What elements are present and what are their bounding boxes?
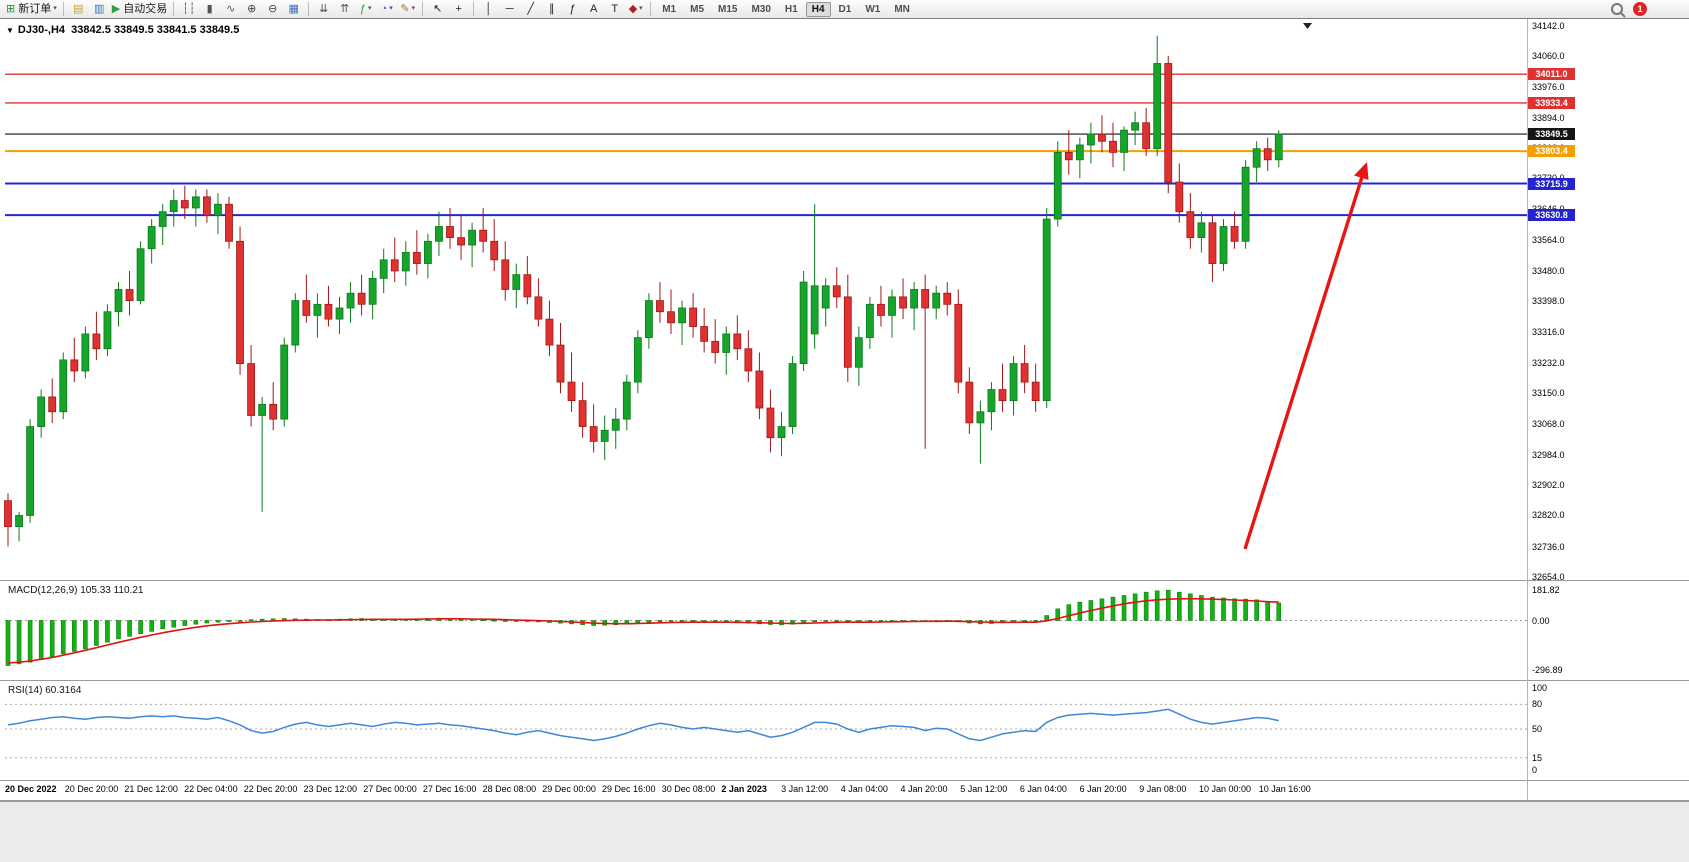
toolbar: ⊞ 新订单 ▾ ▤ ▥ ▶ 自动交易 ┆┆ ▮ ∿ ⊕ ⊖ ▦ ⇊ ⇈ ƒ ▾ ◔ ▾ ✎ ▾ ↖ + │ ─ ╱ ∥ ƒ A T ◆ ▾ M… [0,0,1689,19]
zoom-in-icon[interactable]: ⊕ [247,3,257,15]
fibonacci-icon[interactable]: ƒ [569,3,576,15]
timeframe-m1-button[interactable]: M1 [662,3,677,15]
toolbar-separator [62,2,64,16]
notification-badge[interactable]: 1 [1633,2,1647,16]
toolbar-separator [422,2,424,16]
macd-signal-line [7,597,1279,664]
macd-layer [5,589,1282,666]
zoom-out-icon[interactable]: ⊖ [268,3,278,15]
timeframe-m15-button[interactable]: M15 [718,3,738,15]
timeframe-buttons: M1 M5 M15 M30 H1 H4 D1 W1 MN [655,0,917,18]
autotrade-icon[interactable]: ▶ 自动交易 [111,3,168,15]
timeframe-w1-button[interactable]: W1 [865,3,881,15]
level-lines [5,73,1527,217]
arrange-ascending-icon[interactable]: ⇊ [319,3,329,15]
vertical-line-icon[interactable]: │ [485,3,493,15]
timeframe-m30-button[interactable]: M30 [751,3,771,15]
timeframe-h1-button[interactable]: H1 [784,3,798,15]
trendline-icon[interactable]: ╱ [527,3,535,15]
toolbar-right: 1 [1611,2,1647,16]
crosshair-icon[interactable]: + [455,3,462,15]
line-chart-icon[interactable]: ∿ [226,3,236,15]
tile-windows-icon[interactable]: ▦ [288,3,299,15]
cursor-icon[interactable]: ↖ [433,3,443,15]
toolbar-icons: ⊞ 新订单 ▾ ▤ ▥ ▶ 自动交易 ┆┆ ▮ ∿ ⊕ ⊖ ▦ ⇊ ⇈ ƒ ▾ ◔ ▾ ✎ ▾ ↖ + │ ─ ╱ ∥ ƒ A T ◆ ▾ [4,0,655,18]
candles-layer [4,35,1283,547]
candlestick-chart-icon[interactable]: ▮ [206,3,213,15]
autoscroll-marker-icon [1303,23,1312,29]
search-icon[interactable] [1611,3,1623,15]
periods-icon[interactable]: ◔ ▾ [380,3,393,15]
bottom-strip [0,801,1689,862]
trend-arrow [1243,162,1369,550]
timeframe-h4-button[interactable]: H4 [805,1,831,17]
horizontal-line-icon[interactable]: ─ [505,3,514,15]
new-order-icon[interactable]: ⊞ 新订单 ▾ [6,3,57,15]
templates-icon[interactable]: ✎ ▾ [400,3,416,15]
arrows-icon[interactable]: ◆ ▾ [628,3,643,15]
timeframe-d1-button[interactable]: D1 [838,3,852,15]
toolbar-separator [173,2,175,16]
bar-chart-icon[interactable]: ┆┆ [182,3,196,15]
toolbar-separator [473,2,475,16]
indicators-icon[interactable]: ƒ ▾ [359,3,372,15]
equidistant-channel-icon[interactable]: ∥ [548,3,555,15]
data-window-icon[interactable]: ▥ [94,3,105,15]
timeframe-mn-button[interactable]: MN [894,3,910,15]
market-watch-icon[interactable]: ▤ [73,3,84,15]
text-label-icon[interactable]: T [611,3,619,15]
timeframe-m5-button[interactable]: M5 [690,3,705,15]
toolbar-separator [308,2,310,16]
text-icon[interactable]: A [590,3,598,15]
toolbar-separator [650,2,652,16]
arrange-descending-icon[interactable]: ⇈ [340,3,350,15]
rsi-line [7,708,1279,742]
